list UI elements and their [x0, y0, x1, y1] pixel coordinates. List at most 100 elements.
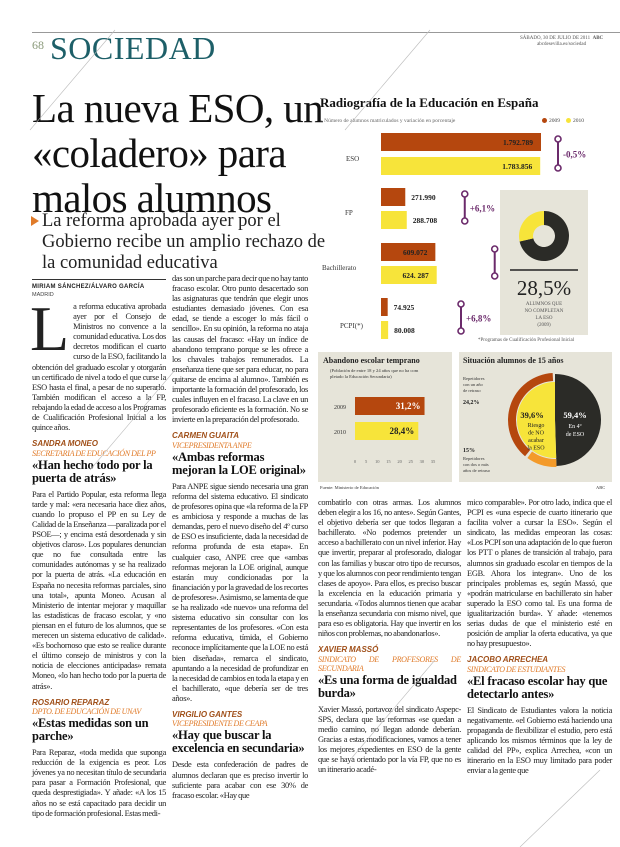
section-text: Para Reparaz, «toda medida que suponga r… [32, 748, 166, 818]
ring-text: de retraso [463, 388, 481, 393]
credit: ABC [596, 485, 606, 490]
source-role: DPTO. DE EDUCACIÓN DE UNAV [32, 707, 141, 717]
section-text: Para el Partido Popular, esta reforma ll… [32, 489, 166, 691]
education-graphic: ESO 1.792.789 1.783.856 -0,5% FP 271.990 288.7… [318, 133, 612, 482]
donut-value: 28,5% [517, 276, 571, 300]
dateline: SÁBADO, 30 DE JULIO DE 2011 ABC abcdesev… [520, 36, 603, 48]
x-tick-label: 35 [431, 459, 436, 464]
source-name: XAVIER MASSÓ [318, 645, 379, 655]
x-tick-label: 5 [365, 459, 368, 464]
slice-value: 39,6% [520, 410, 543, 420]
x-tick-label: 25 [408, 459, 413, 464]
donut-caption: (2009) [537, 323, 551, 328]
chart-subtitle: pletado la Educación Secundaria) [330, 374, 392, 379]
footnote: *Programas de Cualificación Profesional … [478, 338, 575, 343]
category-label: Bachillerato [322, 264, 357, 272]
section-text: Desde esta confederación de padres de al… [172, 760, 308, 800]
ring-slice-two-years [527, 451, 557, 467]
slice-text: de ESO [566, 432, 585, 438]
header-rule [32, 32, 620, 33]
bar-2009 [381, 188, 406, 206]
bar-2010 [381, 211, 407, 229]
source-name: SANDRA MONEO [32, 439, 98, 449]
bar-2009 [381, 298, 388, 316]
donut-slice-not-completed [519, 211, 544, 242]
bar-value-label: 28,4% [390, 426, 415, 436]
bar-value-label: 1.783.856 [502, 162, 532, 171]
bar-2010 [355, 422, 419, 440]
section-text: El Sindicato de Estudiantes valora la no… [467, 705, 612, 776]
drop-cap: L [30, 293, 70, 364]
change-dot [457, 300, 465, 308]
donut-caption: NO COMPLETAN [525, 309, 564, 314]
category-label: PCPI(*) [340, 322, 364, 330]
source-role: VICEPRESIDENTE DE CEAPA [172, 719, 268, 729]
ring-text: con dos o más [463, 462, 489, 467]
quote-heading: «Estas medidas son un parche» [32, 716, 149, 744]
bar-value-label: 609.072 [403, 248, 428, 257]
source-name: JACOBO ARRECHEA [467, 655, 549, 665]
source-name: ROSARIO REPARAZ [32, 697, 110, 707]
x-tick-label: 0 [354, 459, 357, 464]
change-dot [460, 217, 469, 225]
ring-text: Repetidores [463, 376, 485, 381]
quote-heading: «Ambas reformas mejoran la LOE original» [172, 449, 306, 477]
change-dot [490, 272, 499, 280]
bar-value-label: 74.925 [394, 303, 415, 312]
bar-2010 [381, 266, 437, 284]
x-tick-label: 30 [420, 459, 425, 464]
section-text: combatirlo con otras armas. Los alumnos … [318, 498, 461, 639]
chart-title: Abandono escolar temprano [323, 356, 420, 365]
byline: MIRIAM SÁNCHEZ/ÁLVARO GARCÍA [32, 284, 145, 290]
column-4: mico comparable». Por otro lado, indica … [467, 498, 612, 777]
brand: ABC [592, 36, 604, 41]
subhead: La reforma aprobada ayer por el Gobierno… [31, 211, 327, 274]
enrollment-bar-chart: ESO 1.792.789 1.783.856 -0,5% FP 271.990 288.7… [322, 133, 586, 339]
section-url[interactable]: abcdesevilla.es/sociedad [537, 42, 587, 47]
category-label: 2010 [334, 430, 346, 436]
situacion-pie-chart: Situación alumnos de 15 años 59,4% En 4º de… [463, 356, 601, 473]
legend-swatch-2010 [566, 118, 571, 124]
source-role: VICEPRESIDENTA ANPE [172, 440, 252, 450]
subhead-text: La reforma aprobada ayer por el Gobierno… [42, 211, 326, 273]
ring-value: 24,2% [463, 400, 480, 406]
slice-text: En 4º [568, 424, 581, 430]
section-text: mico comparable». Por otro lado, indica … [467, 498, 612, 649]
slice-text: acabar [528, 438, 544, 444]
x-tick-label: 10 [375, 459, 380, 464]
quote-heading: «Es una forma de igualdad burda» [318, 672, 457, 700]
source-role: SINDICATO DE PROFESORES DE SECUNDARIA [318, 654, 461, 673]
slice-text: de NO [528, 431, 544, 437]
category-label: ESO [346, 155, 359, 163]
change-label: +6,8% [466, 314, 491, 324]
ring-slice-one-year [508, 373, 554, 457]
ring-text: Repetidores [463, 456, 485, 461]
source-name: CARMEN GUAITA [172, 431, 240, 441]
source: Fuente: Ministerio de Educación [320, 485, 379, 490]
section-text: Para ANPE sigue siendo necesaria una gra… [172, 481, 308, 703]
legend: 2009 2010 [536, 118, 584, 124]
abandono-panel [318, 352, 452, 482]
change-dot [490, 245, 499, 253]
change-dot [554, 135, 562, 143]
slice-value: 59,4% [563, 410, 586, 420]
donut-slice-completed [519, 211, 569, 261]
city: MADRID [32, 292, 54, 298]
ring-value: 15% [463, 448, 475, 454]
donut-caption: LA ESO [535, 316, 552, 321]
ring-text: con un año [463, 382, 483, 387]
bar-2010 [381, 157, 541, 175]
x-tick-label: 20 [397, 459, 402, 464]
category-label: FP [345, 209, 353, 217]
bar-value-label: 31,2% [396, 401, 421, 411]
byline-rule [32, 279, 166, 280]
change-label: +6,1% [470, 204, 495, 214]
triangle-bullet-icon [31, 216, 39, 226]
chart-title: Situación alumnos de 15 años [463, 356, 563, 365]
chart-subtitle: (Población de entre 18 y 24 años que no … [330, 368, 419, 373]
column-2: das son un parche para decir que no hay … [172, 274, 308, 801]
abandono-bar-chart: Abandono escolar temprano (Población de e… [323, 356, 436, 464]
section-text: Xavier Massó, portavoz del sindicato Asp… [318, 704, 461, 775]
eso-noncompletion-donut: 28,5% ALUMNOS QUE NO COMPLETAN LA ESO (2009) [510, 211, 578, 328]
